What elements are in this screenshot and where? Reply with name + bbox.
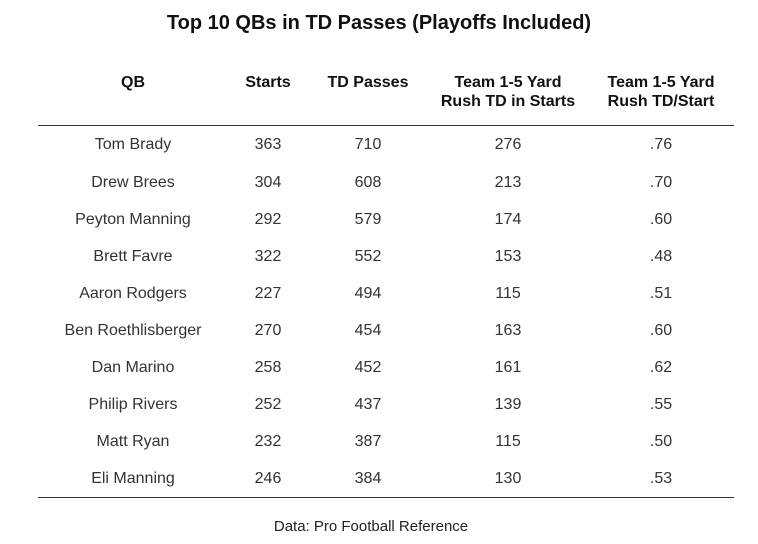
cell-starts: 270 <box>254 321 282 339</box>
cell-qb: Peyton Manning <box>75 210 191 228</box>
column-header-td-passes: TD Passes <box>308 70 428 126</box>
column-header-rush-td-per-start: Team 1-5 Yard Rush TD/Start <box>588 70 734 126</box>
cell-rush-td-per-start: .60 <box>649 321 673 339</box>
cell-td-passes: 579 <box>354 210 382 228</box>
cell-starts: 252 <box>254 395 282 413</box>
cell-qb: Tom Brady <box>94 136 172 153</box>
cell-rush-td-per-start: .53 <box>588 460 734 498</box>
qb-td-table: QB Starts TD Passes Team 1-5 Yard Rush TD in… <box>38 70 734 498</box>
table-row: Ben Roethlisberger 270 454 163 .60 <box>38 312 734 349</box>
cell-qb: Dan Marino <box>91 358 175 376</box>
table-row: Drew Brees 304 608 213 .70 <box>38 164 734 201</box>
cell-rush-td-in-starts: 130 <box>428 460 588 498</box>
cell-qb: Drew Brees <box>91 173 175 191</box>
table-row: Eli Manning 246 384 130.53 <box>38 460 734 498</box>
cell-starts: 246 <box>228 460 308 498</box>
cell-rush-td-in-starts: 163 <box>494 321 522 339</box>
cell-rush-td-in-starts: 115 <box>495 284 521 302</box>
cell-qb: Matt Ryan <box>96 432 170 450</box>
cell-rush-td-in-starts: 139 <box>494 395 522 413</box>
column-header-line: Rush TD in Starts <box>440 93 576 110</box>
cell-rush-td-per-start: .51 <box>649 284 673 302</box>
cell-td-passes: 387 <box>354 432 382 450</box>
cell-rush-td-in-starts: 115 <box>495 432 521 450</box>
cell-rush-td-per-start: .50 <box>649 432 673 450</box>
cell-rush-td-per-start: .62 <box>649 358 673 376</box>
cell-td-passes: 552 <box>354 247 382 265</box>
cell-rush-td-per-start: .76 <box>649 136 673 153</box>
table-row: Brett Favre 322 552 153 .48 <box>38 238 734 275</box>
cell-starts: 227 <box>254 284 282 302</box>
column-header-qb: QB <box>38 70 228 126</box>
cell-td-passes: 710 <box>354 136 382 153</box>
cell-rush-td-per-start: .70 <box>649 173 673 191</box>
column-header-line: Team 1-5 Yard <box>454 74 562 91</box>
cell-starts: 292 <box>254 210 282 228</box>
table-row: Tom Brady 363 710 276 .76 <box>38 126 734 165</box>
cell-rush-td-per-start: .55 <box>649 395 673 413</box>
cell-rush-td-per-start: .60 <box>649 210 673 228</box>
table-header-row: QB Starts TD Passes Team 1-5 Yard Rush TD in… <box>38 70 734 126</box>
column-header-line: TD Passes <box>327 74 409 91</box>
cell-td-passes: 384 <box>308 460 428 498</box>
table-row: Aaron Rodgers 227 494 115 .51 <box>38 275 734 312</box>
column-header-starts: Starts <box>228 70 308 126</box>
cell-qb: Aaron Rodgers <box>79 284 187 302</box>
cell-rush-td-in-starts: 174 <box>494 210 522 228</box>
column-header-rush-td-in-starts: Team 1-5 Yard Rush TD in Starts <box>428 70 588 126</box>
cell-rush-td-in-starts: 153 <box>494 247 522 265</box>
cell-td-passes: 494 <box>354 284 382 302</box>
column-header-line: QB <box>121 74 145 91</box>
table-row: Matt Ryan 232 387 115 .50 <box>38 423 734 460</box>
cell-qb: Eli Manning <box>38 460 228 498</box>
table-row: Dan Marino 258 452 161 .62 <box>38 349 734 386</box>
cell-starts: 363 <box>254 136 282 153</box>
cell-rush-td-in-starts: 276 <box>494 136 522 153</box>
cell-td-passes: 452 <box>354 358 382 376</box>
cell-qb: Philip Rivers <box>88 395 178 413</box>
cell-rush-td-per-start: .48 <box>649 247 673 265</box>
cell-rush-td-in-starts: 161 <box>494 358 522 376</box>
cell-starts: 258 <box>254 358 282 376</box>
chart-title: Top 10 QBs in TD Passes (Playoffs Includ… <box>166 12 592 34</box>
table-body: Tom Brady 363 710 276 .76 Drew Brees 304 608 213… <box>38 126 734 498</box>
cell-starts: 232 <box>254 432 282 450</box>
cell-starts: 304 <box>254 173 282 191</box>
cell-td-passes: 608 <box>354 173 382 191</box>
cell-qb: Ben Roethlisberger <box>64 321 202 339</box>
cell-starts: 322 <box>254 247 282 265</box>
column-header-line: Starts <box>245 74 291 91</box>
table-row: Peyton Manning 292 579 174 .60 <box>38 201 734 238</box>
cell-rush-td-in-starts: 213 <box>494 173 522 191</box>
column-header-line: Rush TD/Start <box>607 93 715 110</box>
table-row: Philip Rivers 252 437 139 .55 <box>38 386 734 423</box>
source-note: Data: Pro Football Reference <box>273 518 469 535</box>
column-header-line: Team 1-5 Yard <box>607 74 715 91</box>
cell-td-passes: 437 <box>354 395 382 413</box>
cell-qb: Brett Favre <box>93 247 173 265</box>
cell-td-passes: 454 <box>354 321 382 339</box>
